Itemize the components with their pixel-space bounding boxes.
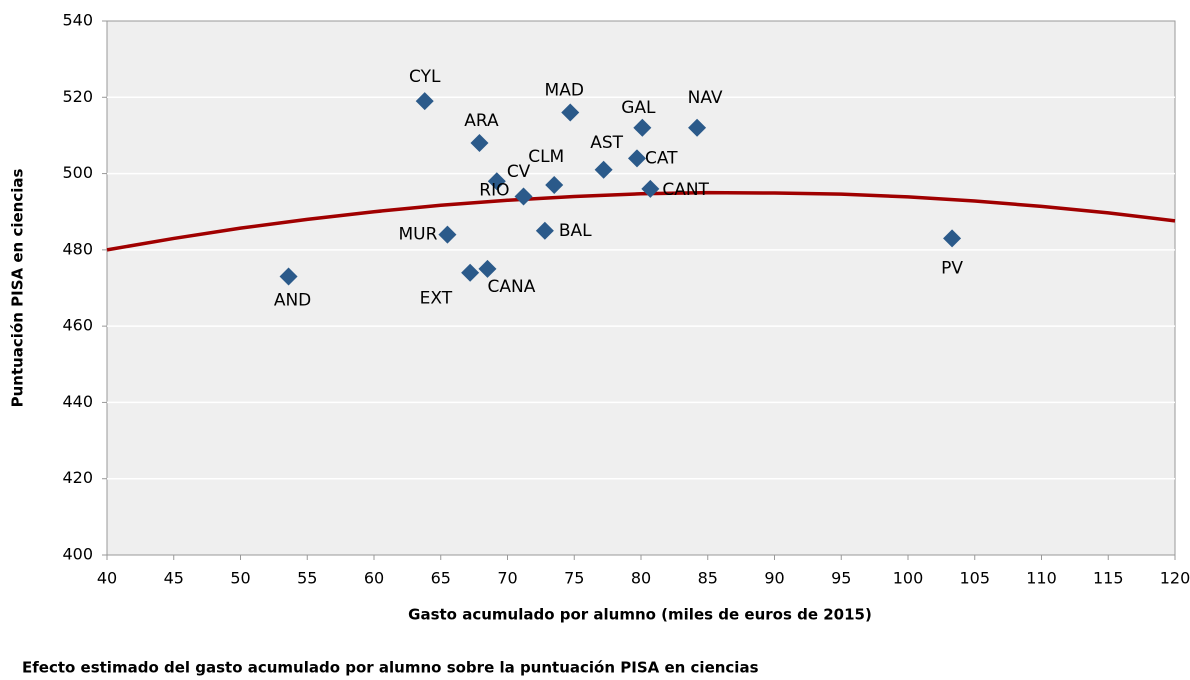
point-label: ARA xyxy=(464,111,499,131)
point-label: BAL xyxy=(559,221,592,241)
marker xyxy=(415,92,434,111)
x-tick-label: 55 xyxy=(297,569,317,588)
point-label: EXT xyxy=(420,289,453,309)
plot-area xyxy=(106,20,1176,556)
marker xyxy=(545,176,564,195)
trend-line xyxy=(106,190,1176,252)
point-label: NAV xyxy=(688,88,723,108)
marker xyxy=(514,187,533,206)
marker xyxy=(627,149,646,168)
x-tick-label: 75 xyxy=(564,569,584,588)
y-tick-label: 500 xyxy=(62,163,93,182)
x-tick-label: 105 xyxy=(959,569,990,588)
marker xyxy=(561,103,580,122)
y-axis-label: Puntuación PISA en ciencias xyxy=(9,169,27,408)
marker xyxy=(438,225,457,244)
x-tick-label: 60 xyxy=(364,569,384,588)
marker xyxy=(279,267,298,286)
x-tick-label: 100 xyxy=(893,569,924,588)
x-tick-label: 45 xyxy=(164,569,184,588)
marker xyxy=(641,179,660,198)
point-label: AND xyxy=(274,291,311,311)
point-label: MUR xyxy=(398,225,437,245)
marker xyxy=(688,118,707,137)
marker xyxy=(470,134,489,153)
y-tick-label: 460 xyxy=(62,316,93,335)
y-tick-label: 420 xyxy=(62,468,93,487)
point-label: CYL xyxy=(409,67,441,87)
marker xyxy=(478,259,497,278)
x-tick-label: 65 xyxy=(431,569,451,588)
marker xyxy=(535,221,554,240)
point-label: CLM xyxy=(528,147,564,167)
point-label: GAL xyxy=(621,98,656,118)
marker xyxy=(594,160,613,179)
y-tick-label: 480 xyxy=(62,239,93,258)
x-tick-label: 95 xyxy=(831,569,851,588)
point-label: CAT xyxy=(645,148,678,168)
x-tick-label: 110 xyxy=(1026,569,1057,588)
marker xyxy=(943,229,962,248)
marker xyxy=(461,263,480,282)
x-tick-label: 70 xyxy=(497,569,517,588)
point-label: PV xyxy=(941,258,963,278)
point-label: AST xyxy=(590,133,623,153)
point-label: MAD xyxy=(545,81,584,101)
x-tick-label: 40 xyxy=(97,569,117,588)
y-tick-label: 520 xyxy=(62,87,93,106)
x-tick-label: 115 xyxy=(1093,569,1124,588)
y-tick-label: 540 xyxy=(62,11,93,30)
point-label: RIO xyxy=(479,180,509,200)
x-axis-label: Gasto acumulado por alumno (miles de eur… xyxy=(408,606,872,624)
marker xyxy=(633,118,652,137)
x-tick-label: 85 xyxy=(698,569,718,588)
x-tick-label: 120 xyxy=(1160,569,1190,588)
x-tick-label: 80 xyxy=(631,569,651,588)
point-label: CV xyxy=(507,162,531,182)
point-label: CANT xyxy=(662,180,709,200)
x-tick-label: 90 xyxy=(764,569,784,588)
caption: Efecto estimado del gasto acumulado por … xyxy=(22,659,759,677)
y-tick-label: 440 xyxy=(62,392,93,411)
y-tick-label: 400 xyxy=(62,545,93,564)
point-label: CANA xyxy=(488,277,536,297)
x-tick-label: 50 xyxy=(230,569,250,588)
marker xyxy=(487,172,506,191)
